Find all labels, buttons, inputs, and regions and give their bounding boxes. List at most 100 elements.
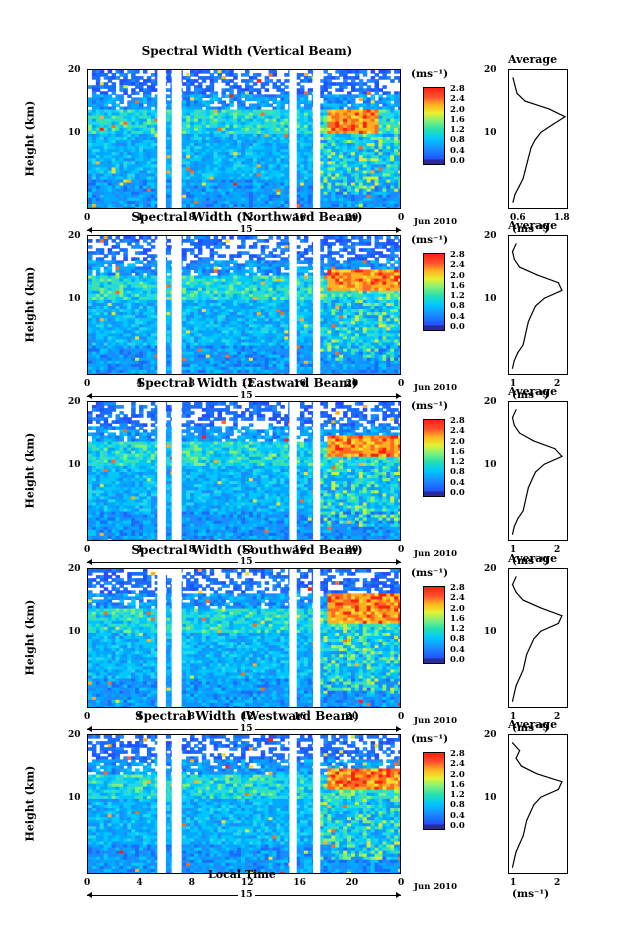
heatmap-cell xyxy=(190,293,195,298)
heatmap-cell xyxy=(95,170,101,175)
heatmap-cell xyxy=(307,182,313,187)
heatmap-cell xyxy=(248,136,254,141)
heatmap-cell xyxy=(252,82,258,86)
heatmap-cell xyxy=(91,299,97,304)
heatmap-cell xyxy=(354,206,360,208)
heatmap-cell xyxy=(390,155,395,159)
heatmap-cell xyxy=(201,79,207,83)
heatmap-cell xyxy=(115,194,120,199)
heatmap-cell xyxy=(225,281,230,286)
heatmap-cell xyxy=(358,152,364,156)
heatmap-cell xyxy=(142,130,148,135)
heatmap-cell xyxy=(91,94,97,98)
heatmap-cell xyxy=(103,149,109,153)
heatmap-cell xyxy=(99,188,105,193)
heatmap-cell xyxy=(327,124,332,129)
ytick-10: 10 xyxy=(68,128,81,138)
heatmap-cell xyxy=(217,109,223,114)
heatmap-cell xyxy=(225,269,230,274)
heatmap-cell xyxy=(193,103,199,108)
heatmap-cell xyxy=(88,290,93,295)
heatmap-cell xyxy=(154,173,160,178)
heatmap-cell xyxy=(213,281,219,286)
heatmap-cell xyxy=(362,242,368,246)
heatmap-cell xyxy=(370,143,376,147)
heatmap-cell xyxy=(150,133,156,138)
heatmap-cell xyxy=(276,284,281,289)
heatmap-cell xyxy=(354,242,360,246)
heatmap-cell xyxy=(142,140,148,144)
heatmap-cell xyxy=(146,278,152,283)
heatmap-cell xyxy=(374,173,380,178)
heatmap-cell xyxy=(229,185,234,190)
data-gap xyxy=(313,70,321,208)
heatmap-cell xyxy=(193,149,199,153)
heatmap-cell xyxy=(354,106,360,111)
heatmap-cell xyxy=(201,146,207,150)
heatmap-cell xyxy=(280,251,285,255)
heatmap-cell xyxy=(319,206,325,208)
heatmap-cell xyxy=(370,188,376,193)
heatmap-cell xyxy=(146,284,152,289)
heatmap-cell xyxy=(150,170,156,175)
heatmap-cell xyxy=(241,158,246,162)
heatmap-cell xyxy=(186,203,191,208)
heatmap-cell xyxy=(205,176,211,181)
heatmap-cell xyxy=(197,158,203,162)
heatmap-cell xyxy=(166,188,172,193)
heatmap-cell xyxy=(260,136,266,141)
heatmap-cell xyxy=(146,97,152,102)
heatmap-cell xyxy=(374,161,380,165)
heatmap-cell xyxy=(319,155,325,159)
heatmap-cell xyxy=(193,179,199,184)
heatmap-cell xyxy=(241,149,246,153)
heatmap-cell xyxy=(350,143,356,147)
heatmap-cell xyxy=(394,296,399,301)
heatmap-cell xyxy=(366,143,372,147)
heatmap-cell xyxy=(225,179,230,184)
heatmap-cell xyxy=(237,296,242,301)
heatmap-cell xyxy=(331,179,336,184)
heatmap-cell xyxy=(272,290,277,295)
heatmap-cell xyxy=(260,263,266,268)
heatmap-cell xyxy=(335,97,340,102)
heatmap-cell xyxy=(99,299,105,304)
heatmap-cell xyxy=(182,143,187,147)
heatmap-cell xyxy=(127,263,132,268)
heatmap-cell xyxy=(296,185,301,190)
heatmap-cell xyxy=(229,112,234,117)
heatmap-cell xyxy=(182,173,187,178)
heatmap-cell xyxy=(268,266,274,271)
heatmap-cell xyxy=(272,73,277,77)
heatmap-cell xyxy=(252,293,258,298)
heatmap-cell xyxy=(205,188,211,193)
heatmap-cell xyxy=(135,257,140,261)
heatmap-cell xyxy=(350,158,356,162)
heatmap-cell xyxy=(245,188,250,193)
heatmap-cell xyxy=(327,263,332,268)
heatmap-cell xyxy=(209,185,215,190)
heatmap-cell xyxy=(193,143,199,147)
heatmap-cell xyxy=(131,194,136,199)
heatmap-cell xyxy=(323,284,329,289)
heatmap-cell xyxy=(123,164,128,168)
heatmap-cell xyxy=(135,185,140,190)
xtick-label: 4 xyxy=(136,213,143,223)
heatmap-cell xyxy=(374,194,380,199)
heatmap-cell xyxy=(135,197,140,202)
heatmap-cell xyxy=(150,309,156,313)
heatmap-cell xyxy=(362,91,368,95)
heatmap-cell xyxy=(99,164,105,168)
heatmap-cell xyxy=(146,85,152,89)
heatmap-cell xyxy=(146,200,152,205)
heatmap-cell xyxy=(366,100,372,105)
heatmap-cell xyxy=(248,97,254,102)
heatmap-cell xyxy=(323,161,329,165)
heatmap-cell xyxy=(111,260,117,264)
heatmap-cell xyxy=(319,121,325,126)
heatmap-cell xyxy=(307,302,313,307)
heatmap-cell xyxy=(99,203,105,208)
heatmap-cell xyxy=(284,152,289,156)
heatmap-cell xyxy=(307,179,313,184)
heatmap-cell xyxy=(245,191,250,196)
